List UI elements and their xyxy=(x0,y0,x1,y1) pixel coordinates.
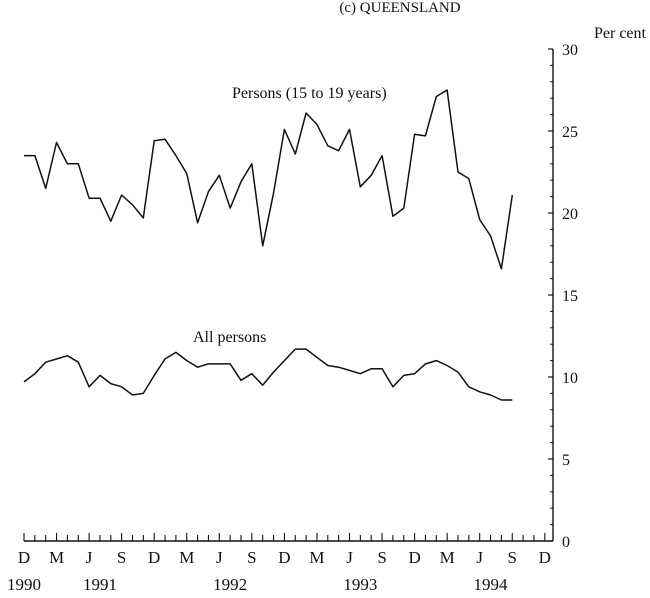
x-tick-label: M xyxy=(179,548,194,567)
x-tick-label: M xyxy=(309,548,324,567)
x-tick-label: S xyxy=(247,548,256,567)
series-line-persons-15-19 xyxy=(24,89,514,270)
x-year-label: 1994 xyxy=(474,575,509,594)
x-tick-label: J xyxy=(216,548,223,567)
x-tick-label: J xyxy=(86,548,93,567)
series-label-persons-15-19: Persons (15 to 19 years) xyxy=(232,85,387,102)
x-tick-label: J xyxy=(346,548,353,567)
chart-title: (c) QUEENSLAND xyxy=(339,0,460,16)
y-tick-label: 30 xyxy=(562,42,578,59)
y-axis-label: Per cent xyxy=(594,25,647,42)
x-tick-label: S xyxy=(508,548,517,567)
x-tick-label: D xyxy=(278,548,290,567)
x-year-label: 1993 xyxy=(343,575,377,594)
y-tick-label: 15 xyxy=(562,288,578,305)
x-tick-label: M xyxy=(440,548,455,567)
x-tick-label: D xyxy=(18,548,30,567)
y-tick-label: 20 xyxy=(562,206,578,223)
x-tick-label: D xyxy=(408,548,420,567)
series-label-all-persons: All persons xyxy=(193,329,266,346)
series-line-all-persons xyxy=(23,348,513,401)
x-tick-label: J xyxy=(476,548,483,567)
y-axis: 0 5 10 15 20 25 30 xyxy=(548,42,578,551)
y-tick-label: 0 xyxy=(562,534,570,551)
series-layer xyxy=(23,89,514,401)
y-tick-label: 5 xyxy=(562,452,570,469)
x-year-label: 1992 xyxy=(213,575,247,594)
x-tick-label: D xyxy=(148,548,160,567)
x-year-label: 1991 xyxy=(83,575,117,594)
y-tick-label: 25 xyxy=(562,124,578,141)
x-tick-label: S xyxy=(377,548,386,567)
x-tick-label: M xyxy=(49,548,64,567)
x-tick-label: S xyxy=(117,548,126,567)
y-tick-label: 10 xyxy=(562,370,578,387)
x-tick-label: D xyxy=(539,548,551,567)
x-year-label: 1990 xyxy=(7,575,41,594)
